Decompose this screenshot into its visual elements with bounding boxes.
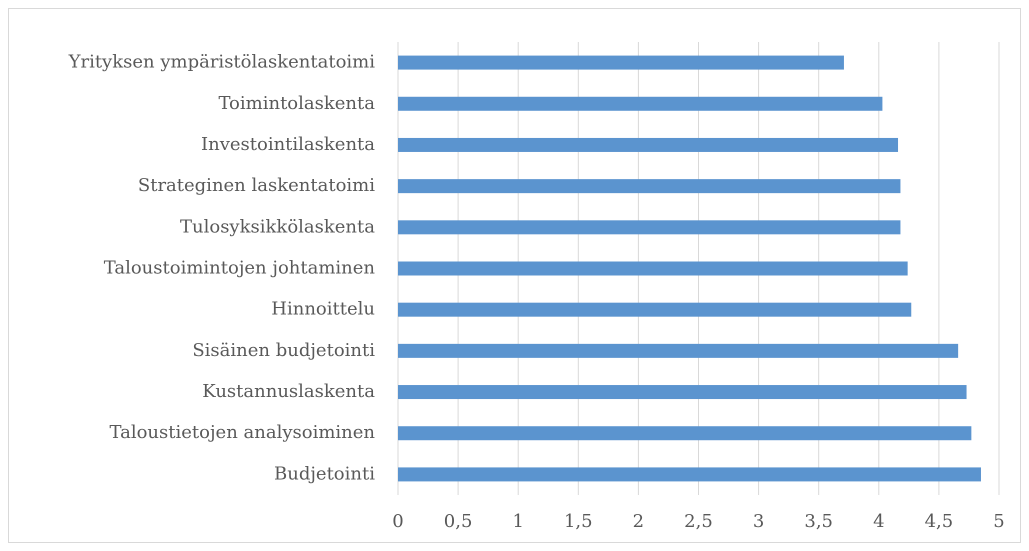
x-tick-label: 0,5 (444, 511, 473, 532)
x-tick-label: 2 (633, 511, 644, 532)
y-tick-label: Yrityksen ympäristölaskentatoimi (68, 52, 376, 73)
bar (398, 137, 899, 152)
y-tick-label: Taloustietojen analysoiminen (110, 422, 376, 443)
bar (398, 220, 901, 235)
bar (398, 467, 981, 482)
x-tick-label: 3 (753, 511, 764, 532)
x-tick-label: 4,5 (925, 511, 954, 532)
x-tick-label: 5 (993, 511, 1004, 532)
x-tick-label: 2,5 (684, 511, 713, 532)
bar (398, 302, 912, 317)
bar (398, 261, 908, 276)
bar (398, 179, 901, 194)
x-tick-label: 3,5 (804, 511, 833, 532)
x-tick-label: 1,5 (564, 511, 593, 532)
y-tick-label: Budjetointi (274, 463, 375, 484)
bar (398, 96, 883, 111)
y-tick-label: Strateginen laskentatoimi (138, 175, 375, 196)
bar (398, 343, 959, 358)
bar (398, 55, 844, 70)
y-tick-label: Investointilaskenta (201, 134, 375, 155)
y-tick-label: Tulosyksikkölaskenta (180, 216, 375, 237)
y-tick-label: Toimintolaskenta (218, 93, 375, 114)
bar (398, 426, 972, 441)
x-tick-label: 1 (512, 511, 523, 532)
x-tick-label: 4 (873, 511, 884, 532)
x-tick-label: 0 (392, 511, 403, 532)
y-tick-label: Hinnoittelu (271, 299, 375, 320)
y-tick-label: Kustannuslaskenta (202, 381, 375, 402)
bar (398, 385, 967, 400)
y-tick-label: Taloustoimintojen johtaminen (104, 258, 376, 279)
y-tick-label: Sisäinen budjetointi (192, 340, 375, 361)
